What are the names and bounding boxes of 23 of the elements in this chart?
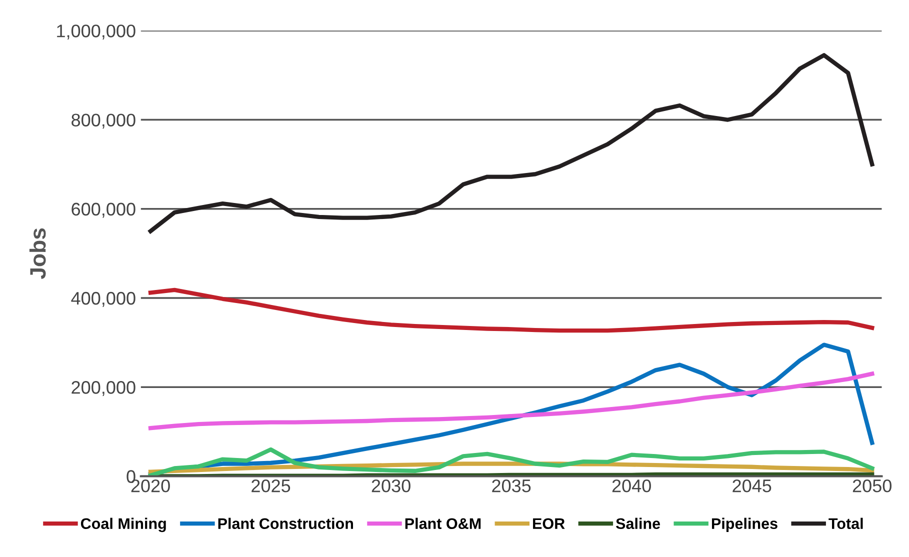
y-tick-label: 200,000 — [72, 381, 136, 396]
y-tick-label: 800,000 — [72, 114, 136, 129]
x-tick-label: 2050 — [852, 479, 892, 492]
x-tick-label: 2040 — [612, 479, 651, 492]
line-series — [148, 53, 874, 234]
line-series — [148, 447, 874, 476]
line-series — [148, 288, 874, 333]
legend-label: Plant O&M — [405, 518, 481, 530]
x-tick-label: 2035 — [492, 479, 531, 492]
legend-label: Total — [828, 518, 863, 530]
legend-label: Saline — [616, 518, 660, 530]
legend-label: Coal Mining — [80, 518, 166, 532]
y-tick-label: 600,000 — [72, 202, 136, 218]
legend-label: Plant Construction — [218, 518, 354, 530]
y-axis-title: Jobs — [29, 228, 46, 280]
x-tick-label: 2025 — [252, 479, 290, 492]
y-tick-label: 400,000 — [71, 292, 136, 307]
legend-label: Pipelines — [712, 518, 778, 532]
legend-label: EOR — [533, 518, 565, 530]
line-series — [148, 372, 874, 430]
x-tick-label: 2030 — [372, 479, 410, 492]
x-tick-label: 2045 — [732, 479, 772, 492]
y-tick-label: 1,000,000 — [57, 24, 136, 40]
